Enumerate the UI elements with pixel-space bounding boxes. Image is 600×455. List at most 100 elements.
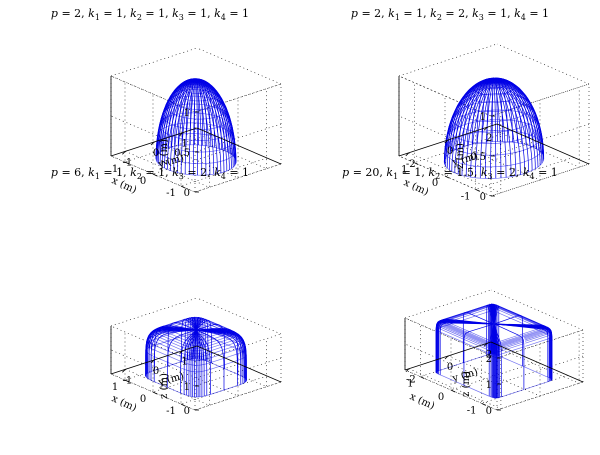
y-tick	[405, 368, 410, 373]
surface-line	[457, 79, 495, 175]
z-tick-label: 0	[184, 406, 190, 417]
z-tick-label: 0	[184, 188, 190, 199]
x-tick-label: -1	[467, 405, 477, 416]
surface-line	[195, 79, 215, 175]
z-axis-label: z (m)	[461, 371, 472, 397]
surface-line	[461, 87, 527, 112]
surface-line	[446, 79, 495, 169]
y-tick	[444, 139, 449, 144]
axis-line	[490, 341, 584, 383]
surface-line	[186, 329, 197, 396]
x-tick-label: 1	[112, 164, 118, 175]
surface-line	[147, 320, 245, 358]
surface-line	[170, 79, 197, 171]
surface-line	[451, 79, 495, 172]
surface-mesh	[155, 78, 237, 176]
plot-title: p = 20, k1 = 1, k2 = 1.5, k3 = 2, k4 = 1	[342, 166, 558, 181]
z-tick-label: 1	[184, 108, 190, 119]
surface-line	[486, 77, 502, 84]
grid-line	[486, 331, 580, 384]
x-axis-label: x (m)	[110, 393, 138, 414]
grid-line	[196, 47, 282, 85]
surface-line	[190, 329, 197, 397]
surface-line	[146, 323, 246, 361]
surface-line	[179, 80, 213, 94]
grid-line	[110, 297, 198, 327]
x-tick	[475, 188, 480, 192]
y-tick	[179, 132, 183, 136]
surface-line	[445, 119, 543, 156]
y-tick-label: 2	[486, 133, 492, 144]
surface-line	[435, 310, 553, 356]
plot-title: p = 2, k1 = 1, k2 = 1, k3 = 1, k4 = 1	[51, 7, 249, 22]
grid-line	[153, 98, 239, 179]
x-tick-label: -1	[166, 188, 176, 199]
z-tick-label: 1	[184, 382, 190, 393]
x-tick	[414, 162, 419, 166]
x-tick-label: 0	[438, 392, 444, 403]
surface-line	[157, 316, 235, 347]
x-tick-label: 0	[140, 394, 146, 405]
surface-line	[195, 79, 218, 174]
surface-line	[166, 329, 197, 388]
surface-line	[195, 329, 225, 390]
z-tick-label: 0	[486, 406, 492, 417]
y-tick	[150, 141, 155, 146]
surface-line	[165, 95, 227, 120]
surface-line	[180, 329, 197, 393]
surface-line	[479, 77, 509, 89]
y-tick	[483, 126, 488, 131]
x-tick-label: -1	[461, 191, 471, 202]
surface-line	[444, 79, 495, 165]
subplot-4: p = 20, k1 = 1, k2 = 1.5, k3 = 2, k4 = 1…	[342, 166, 584, 417]
surface-line	[173, 79, 197, 172]
grid-line	[110, 47, 198, 77]
surface-line	[145, 327, 247, 366]
surface-line	[493, 79, 526, 174]
y-tick-label: -1	[122, 375, 132, 386]
x-tick-label: 0	[140, 176, 146, 187]
grid-line	[447, 100, 541, 181]
grid-line	[447, 344, 541, 397]
surface-line	[465, 79, 495, 177]
x-tick	[420, 376, 425, 380]
y-tick-label: 0	[447, 362, 453, 373]
x-tick-label: 0	[432, 178, 438, 189]
surface-line	[162, 317, 230, 344]
surface-line	[184, 78, 208, 88]
surface-line	[161, 79, 197, 167]
surface-mesh	[145, 316, 247, 398]
surface-mesh	[443, 76, 545, 179]
surface-line	[493, 79, 533, 171]
surface-line	[166, 79, 197, 170]
y-tick-label: -1	[122, 157, 132, 168]
z-axis-label: z (m)	[159, 139, 170, 165]
surface-line	[493, 79, 512, 177]
x-tick	[152, 173, 158, 177]
grid-line	[125, 107, 210, 188]
subplot-2: p = 2, k1 = 1, k2 = 2, k3 = 1, k4 = 110-…	[351, 7, 590, 203]
surface-line	[145, 358, 247, 398]
surface-line	[454, 79, 495, 173]
surface-line	[188, 329, 197, 396]
x-tick	[481, 402, 486, 406]
y-tick	[483, 342, 488, 347]
grid-line	[444, 96, 544, 177]
surface-line	[495, 323, 551, 381]
z-tick-label: 0.5	[174, 148, 190, 159]
z-tick-label: 1	[480, 112, 486, 123]
y-tick-label: -2	[406, 159, 416, 170]
surface-line	[195, 329, 238, 386]
surface-line	[169, 89, 223, 110]
surface-line	[493, 79, 541, 166]
x-tick-label: -1	[166, 406, 176, 417]
surface-line	[161, 103, 231, 130]
surface-line	[188, 79, 197, 175]
surface-line	[470, 79, 495, 178]
y-tick	[122, 369, 126, 373]
surface-line	[435, 307, 553, 353]
surface-line	[440, 303, 548, 346]
grid-line	[408, 112, 502, 194]
subplot-3: p = 6, k1 = 1, k2 = 1, k3 = 2, k4 = 110-…	[51, 166, 282, 417]
grid-line	[398, 75, 492, 117]
